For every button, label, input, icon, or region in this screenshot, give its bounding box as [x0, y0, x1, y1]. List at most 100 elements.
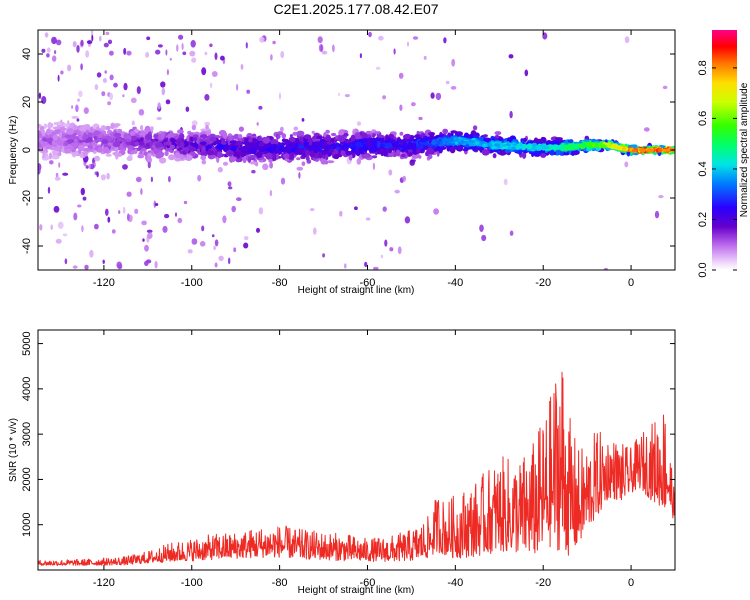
spectrogram-speckle [80, 187, 86, 196]
spectrogram-speckle [204, 51, 208, 56]
spectrogram-speckle [280, 177, 286, 185]
spectrogram-cell [148, 141, 153, 147]
spectrogram-cell [477, 137, 485, 141]
spectrogram-cell [139, 137, 144, 143]
snr-x-tick-label: 0 [628, 577, 634, 589]
spectrogram-cell [169, 144, 175, 150]
spectrogram-cell [73, 138, 78, 144]
spectrogram-core-cell [439, 141, 444, 144]
spectrogram-cell [338, 130, 345, 136]
spectrogram-cell [318, 152, 323, 159]
spectrogram-speckle [658, 195, 664, 199]
spectrogram-speckle [246, 89, 251, 94]
spectrogram-speckle [76, 45, 80, 53]
spectrogram-speckle [365, 217, 371, 221]
spectrogram-speckle [46, 47, 51, 53]
spectrogram-cell [210, 155, 216, 159]
spectrogram-cell [316, 135, 324, 140]
spectrogram-speckle [50, 224, 53, 230]
spectrogram-cell [289, 136, 296, 142]
spectrogram-speckle [82, 196, 87, 201]
spectrogram-speckle [508, 54, 514, 59]
spectrogram-core-cell [501, 144, 507, 147]
spectrogram-speckle [64, 258, 68, 265]
spectrogram-cell [270, 139, 279, 146]
spectrogram-speckle [435, 92, 442, 101]
spectrogram-cell [218, 129, 227, 136]
spectrogram-speckle [142, 238, 145, 242]
spectrogram-cell [235, 151, 241, 159]
spectrogram-speckle [145, 51, 150, 58]
spectrogram-cell [540, 153, 547, 158]
spectrogram-cell [498, 150, 507, 156]
spectrogram-speckle [55, 238, 62, 244]
colorbar-tick-label: 0.4 [697, 161, 709, 176]
spectrogram-cell [425, 151, 429, 157]
spectrogram-cell [247, 156, 252, 164]
spectrogram-speckle [270, 54, 273, 61]
spectrogram-cell [222, 161, 229, 166]
spectrogram-speckle [380, 254, 384, 259]
snr-frame [37, 329, 676, 571]
spectrogram-cell [83, 143, 87, 147]
spectrogram-cell [483, 137, 492, 142]
spectrogram-marks [38, 30, 675, 270]
spectrogram-speckle [130, 97, 137, 104]
spectrogram-core-cell [617, 146, 621, 151]
spectrogram-speckle [157, 102, 161, 110]
spectrogram-cell [388, 147, 392, 154]
spectrogram-speckle [81, 225, 84, 233]
spectrogram-core-cell [507, 143, 511, 147]
spectrogram-cell [153, 148, 160, 155]
spectrogram-speckle [313, 227, 317, 235]
spectrogram-cell [240, 148, 249, 152]
spectrogram-cell [281, 133, 287, 139]
spectrogram-cell [64, 141, 69, 146]
spectrogram-cell [409, 142, 417, 147]
spectrogram-speckle [243, 242, 249, 249]
spectrogram-speckle [90, 30, 94, 37]
spectrogram-cell [296, 157, 301, 161]
spectrogram-cell [326, 160, 335, 164]
spectrogram-speckle [147, 232, 153, 239]
spectrogram-cell [522, 137, 528, 143]
spectrogram-speckle [134, 208, 139, 214]
spectrogram-cell [284, 138, 290, 145]
spectrogram-speckle [80, 39, 84, 47]
spectrogram-core-cell [482, 143, 487, 148]
spectrogram-speckle [222, 215, 227, 224]
spectrogram-cell [113, 123, 121, 127]
spectrogram-speckle [62, 233, 68, 237]
spectrogram-speckle [165, 49, 168, 56]
spectrogram-speckle [409, 159, 416, 166]
spectrogram-speckle [165, 99, 171, 105]
spectrogram-cell [369, 146, 378, 153]
snr-y-tick-label: 1000 [21, 512, 33, 536]
spectrogram-core-cell [622, 146, 626, 151]
spectrogram-cell [309, 150, 316, 158]
spectrogram-cell [549, 150, 555, 156]
spectrogram-cell [240, 151, 246, 158]
spectrogram-speckle [231, 205, 236, 213]
spectrogram-core-cell [460, 139, 465, 144]
snr-series [38, 371, 675, 566]
spectrogram-speckle [256, 122, 259, 126]
spectrogram-speckle [94, 84, 99, 91]
spectrogram-cell [320, 158, 327, 165]
colorbar-gradient [712, 30, 737, 270]
spectrogram-speckle [54, 176, 61, 181]
spectrogram-speckle [356, 121, 362, 126]
spectrogram-cell [259, 148, 266, 153]
spectrogram-cell [78, 139, 84, 143]
spectrogram-speckle [183, 200, 188, 205]
spectrogram-core-cell [454, 141, 459, 145]
spectrogram-x-tick-label: 0 [628, 277, 634, 289]
spectrogram-cell [56, 121, 62, 126]
spectrogram-speckle [280, 51, 285, 59]
spectrogram-cell [360, 132, 368, 139]
spectrogram-cell [94, 155, 100, 160]
spectrogram-cell [66, 145, 74, 150]
spectrogram-cell [105, 125, 111, 131]
spectrogram-cell [100, 125, 107, 131]
spectrogram-speckle [204, 94, 210, 101]
